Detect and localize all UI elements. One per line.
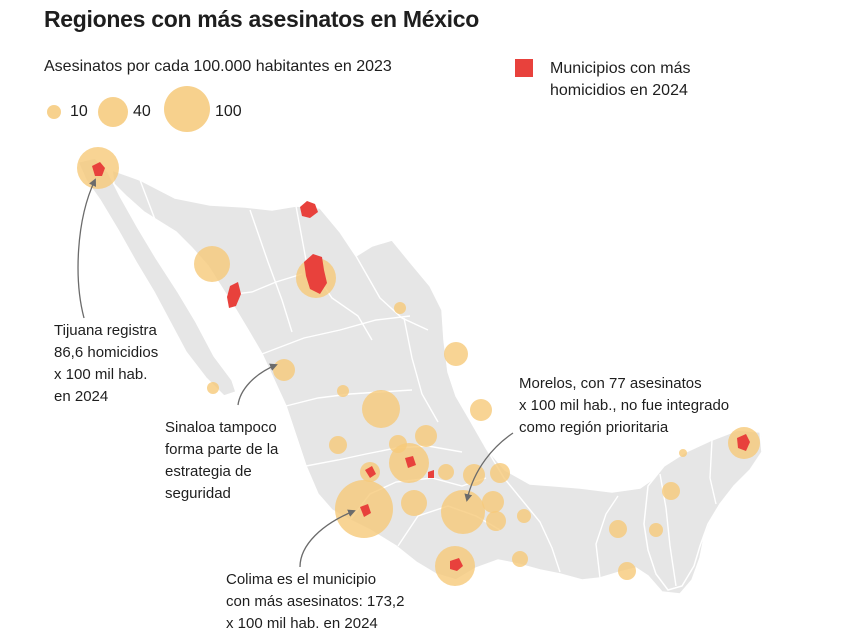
annotation-sinaloa: Sinaloa tampoco forma parte de la estrat… — [165, 417, 278, 505]
annotation-line: 86,6 homicidios — [54, 344, 159, 361]
bubble-region — [415, 425, 437, 447]
annotation-line: Morelos, con 77 asesinatos — [519, 375, 702, 392]
annotation-line: Colima es el municipio — [226, 571, 377, 588]
bubble-region — [194, 246, 230, 282]
bubble-region — [679, 449, 687, 457]
annotation-line: x 100 mil hab. en 2024 — [226, 615, 378, 632]
annotation-line: x 100 mil hab. — [54, 366, 148, 383]
annotation-line: Sinaloa tampoco — [165, 419, 277, 436]
annotation-line: x 100 mil hab., no fue integrado — [519, 397, 730, 414]
bubble-morelos — [441, 490, 485, 534]
annotation-line: seguridad — [165, 485, 231, 502]
bubble-region — [401, 490, 427, 516]
bubble-region — [512, 551, 528, 567]
bubble-region — [463, 464, 485, 486]
bubble-region — [337, 385, 349, 397]
municipio-ciudad-juarez — [300, 201, 318, 218]
bubble-region — [490, 463, 510, 483]
legend-bubble-large — [164, 86, 210, 132]
bubble-region — [444, 342, 468, 366]
municipio-acapulco — [450, 558, 463, 571]
legend-municipio-label: Municipios con más homicidios en 2024 — [550, 60, 691, 99]
legend-municipio-swatch — [515, 59, 533, 77]
legend-label-large: 100 — [215, 103, 242, 120]
annotation-leaders — [77, 178, 514, 568]
bubble-region — [482, 491, 504, 513]
leader-morelos — [464, 432, 514, 502]
annotation-line: con más asesinatos: 173,2 — [226, 593, 405, 610]
map-title: Regiones con más asesinatos en México — [44, 6, 480, 32]
municipio-markers — [92, 162, 750, 571]
annotation-morelos: Morelos, con 77 asesinatos x 100 mil hab… — [519, 373, 729, 439]
legend-bubble-medium — [98, 97, 128, 127]
municipio-cajeme — [227, 282, 241, 308]
municipio-cancun — [737, 434, 750, 451]
bubble-region — [329, 436, 347, 454]
annotation-line: estrategia de — [165, 463, 252, 480]
legend-label-small: 10 — [70, 103, 88, 120]
bubble-region — [662, 482, 680, 500]
annotation-line: forma parte de la — [165, 441, 279, 458]
legend-bubble-small — [47, 105, 61, 119]
bubble-region — [207, 382, 219, 394]
municipio-chihuahua — [304, 254, 327, 294]
bubble-region — [649, 523, 663, 537]
bubble-region — [609, 520, 627, 538]
leader-tijuana — [77, 178, 97, 319]
municipio-zacatecas — [365, 466, 376, 478]
bubble-region — [517, 509, 531, 523]
municipio-celaya — [405, 456, 416, 468]
legend-rate-title: Asesinatos por cada 100.000 habitantes e… — [44, 58, 392, 75]
bubble-region — [394, 302, 406, 314]
land-baja-california — [76, 157, 237, 397]
legend-label-medium: 40 — [133, 103, 151, 120]
municipio-tijuana — [92, 162, 105, 176]
bubble-region — [470, 399, 492, 421]
bubble-culiacan — [273, 359, 295, 381]
municipio-colima — [360, 504, 371, 517]
leader-sinaloa — [237, 363, 278, 406]
bubble-region — [486, 511, 506, 531]
annotation-tijuana: Tijuana registra 86,6 homicidios x 100 m… — [54, 320, 158, 408]
leader-colima — [299, 509, 356, 568]
municipio-queretaro — [428, 470, 434, 478]
bubble-region — [362, 390, 400, 428]
annotation-colima: Colima es el municipio con más asesinato… — [226, 569, 404, 635]
annotation-line: en 2024 — [54, 388, 109, 405]
annotation-line: como región prioritaria — [519, 419, 669, 436]
bubble-region — [618, 562, 636, 580]
land-mainland — [111, 168, 763, 595]
bubble-region — [438, 464, 454, 480]
annotation-line: Tijuana registra — [54, 322, 157, 339]
